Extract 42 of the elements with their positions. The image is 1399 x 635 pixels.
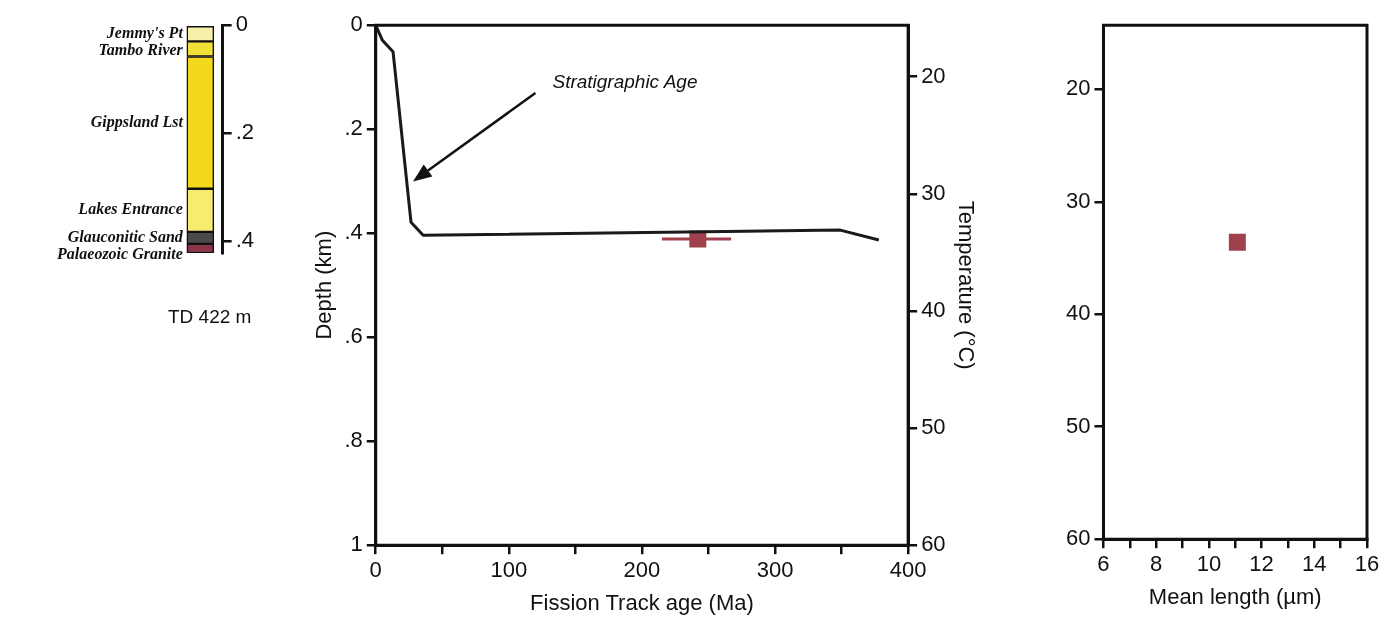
y-tick-label: .2 [344,115,363,141]
series-label: Tambo River [98,41,184,59]
y-tick-label: 30 [1065,187,1091,213]
y-axis-title: Depth (km) [311,230,337,340]
y-tick-label: .8 [344,427,363,453]
y-tick-label: 20 [1065,75,1091,101]
annotation: Stratigraphic Age [552,71,698,93]
x-tick-label: 0 [369,557,382,583]
x-tick-label: 6 [1097,551,1110,577]
y-tick-label: 1 [350,531,363,557]
y-tick-label: 0 [350,11,363,37]
series-label: Palaeozoic Granite [56,245,183,263]
y-tick-label: .2 [235,119,255,145]
y-tick-label: .4 [235,227,255,253]
x-tick-label: 8 [1150,551,1163,577]
y-tick-label: .6 [344,323,363,349]
y-tick-label: 0 [235,11,248,37]
x-axis-title: Mean length (µm) [1148,583,1322,609]
y-tick-label: 40 [1065,300,1091,326]
y2-tick-label: 30 [921,179,946,205]
x-tick-label: 16 [1354,551,1380,577]
y2-tick-label: 20 [921,62,946,88]
x-tick-label: 200 [623,557,661,583]
y2-axis-title: Temperature (°C) [953,200,979,370]
y-tick-label: 50 [1065,412,1091,438]
series-label: Gippsland Lst [90,112,184,131]
x-tick-label: 10 [1196,551,1222,577]
series-label: Glauconitic Sand [67,228,184,246]
y2-tick-label: 60 [921,531,946,557]
x-tick-label: 100 [490,557,528,583]
x-tick-label: 14 [1302,551,1327,577]
x-tick-label: 300 [756,557,794,583]
x-tick-label: 12 [1249,551,1274,577]
x-axis-title: Fission Track age (Ma) [530,589,754,615]
y2-tick-label: 50 [921,414,946,440]
series-label: Jemmy's Pt [105,24,184,43]
y-tick-label: .4 [344,219,363,245]
y2-tick-label: 40 [921,297,946,323]
y-tick-label: 60 [1065,525,1091,551]
series-label: Lakes Entrance [77,200,183,218]
text: TD 422 m [168,306,252,328]
x-tick-label: 400 [889,557,927,583]
